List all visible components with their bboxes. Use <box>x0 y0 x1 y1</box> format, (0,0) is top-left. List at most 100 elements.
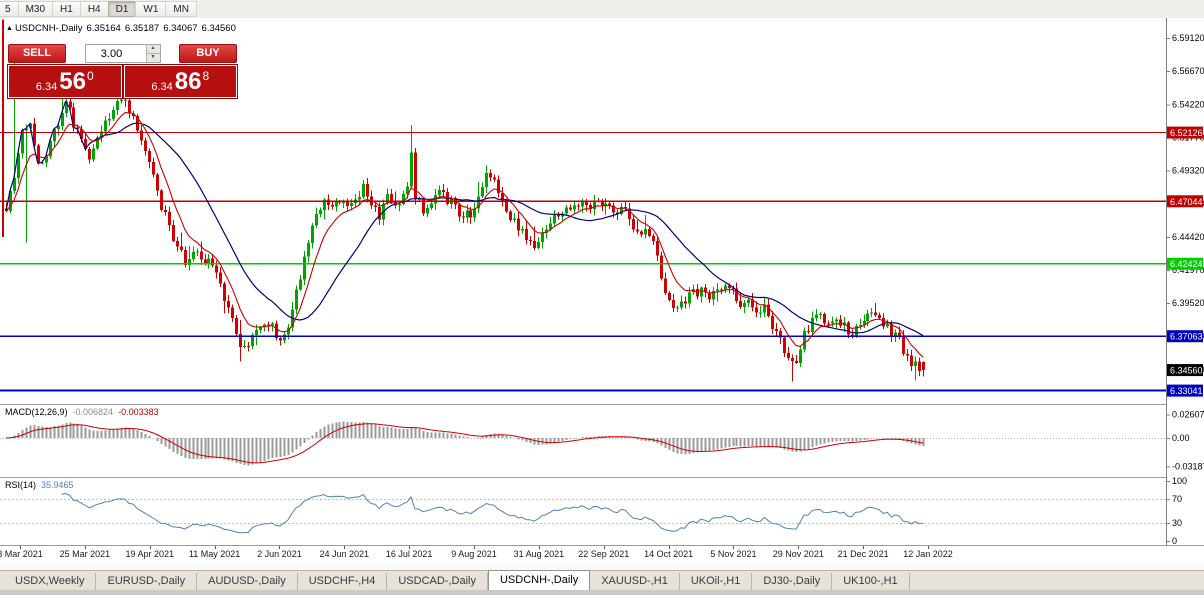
chart-tab-usdcad-daily[interactable]: USDCAD-,Daily <box>387 573 488 590</box>
timeframe-toolbar: 5 M30 H1 H4 D1 W1 MN <box>0 0 1204 19</box>
date-label: 24 Jun 2021 <box>319 549 370 559</box>
chart-tab-usdchf-h4[interactable]: USDCHF-,H4 <box>298 573 388 590</box>
timeframe-button-group: 5 M30 H1 H4 D1 W1 MN <box>0 1 197 17</box>
date-tick <box>409 546 411 549</box>
price-tick-label: 6.54220 <box>1172 99 1204 109</box>
date-tick <box>474 546 476 549</box>
date-tick <box>149 546 151 549</box>
timeframe-button-5[interactable]: 5 <box>0 1 18 17</box>
ma-slow-line <box>5 100 924 337</box>
price-tick-label: 6.59120 <box>1172 33 1204 43</box>
buy-price-superscript: 8 <box>202 69 210 83</box>
price-tick-label: 6.41970 <box>1172 265 1204 275</box>
date-tick <box>798 546 800 549</box>
volume-decrease-button[interactable]: ▼ <box>145 53 160 62</box>
sell-price-main: 56 <box>59 68 86 95</box>
level-price-badge: 6.52126 <box>1167 126 1203 139</box>
date-tick <box>84 546 86 549</box>
macd-tick-label: 0.00 <box>1172 433 1190 443</box>
rsi-indicator-pane[interactable]: 100 70 30 0 <box>0 477 1204 545</box>
chart-area[interactable]: 6.591206.566706.542206.517706.493206.468… <box>0 18 1204 562</box>
moving-averages <box>5 100 924 358</box>
chart-tab-usdcnh-daily[interactable]: USDCNH-,Daily <box>487 570 591 590</box>
ma-fast-line <box>5 112 924 358</box>
svg-text:6.52126: 6.52126 <box>1170 128 1203 138</box>
buy-button[interactable]: BUY <box>179 44 237 63</box>
chart-tab-uk100-h1[interactable]: UK100-,H1 <box>832 573 910 590</box>
date-label: 12 Jan 2022 <box>903 549 953 559</box>
timeframe-button-H1[interactable]: H1 <box>52 1 80 17</box>
chart-tab-eurusd-daily[interactable]: EURUSD-,Daily <box>96 573 198 590</box>
macd-histogram <box>9 421 925 466</box>
buy-price-display[interactable]: 6.34 86 8 <box>123 65 237 98</box>
date-tick <box>538 546 540 549</box>
timeframe-button-M30[interactable]: M30 <box>17 1 53 17</box>
date-tick <box>928 546 930 549</box>
level-price-badge: 6.33041 <box>1167 384 1203 397</box>
macd-tick-label: -0.03187 <box>1172 462 1204 472</box>
axis-background <box>1167 477 1204 545</box>
chart-ohlc-info: ▲ USDCNH-,Daily 6.35164 6.35187 6.34067 6.345… <box>6 23 240 34</box>
macd-label: MACD(12,26,9) -0.006824 -0.003383 <box>5 407 159 417</box>
date-axis[interactable]: 3 Mar 2021 25 Mar 2021 19 Apr 2021 11 May 2… <box>0 545 1204 562</box>
main-price-chart[interactable]: 6.591206.566706.542206.517706.493206.468… <box>0 18 1204 404</box>
macd-indicator-pane[interactable]: 0.02607 0.00 -0.03187 <box>0 404 1204 477</box>
axis-background <box>1167 404 1204 477</box>
macd-name: MACD(12,26,9) <box>5 407 68 417</box>
date-tick <box>214 546 216 549</box>
chart-symbol-label: USDCNH-,Daily <box>14 23 83 34</box>
price-tick-label: 6.44420 <box>1172 232 1204 242</box>
chart-tab-ukoil-h1[interactable]: UKOil-,H1 <box>680 573 753 590</box>
date-label: 25 Mar 2021 <box>59 549 111 559</box>
volume-input[interactable] <box>85 47 138 60</box>
current-price-badge: 6.34560 <box>1167 364 1203 377</box>
buy-price-prefix: 6.34 <box>151 81 173 93</box>
bottom-strip <box>0 590 1204 595</box>
trade-controls-row: SELL ▲ ▼ BUY <box>8 44 237 63</box>
ohlc-high: 6.35187 <box>124 23 160 34</box>
price-tick-label: 6.39520 <box>1172 298 1204 308</box>
macd-value: -0.006824 <box>72 407 114 417</box>
date-label: 3 Mar 2021 <box>0 549 43 559</box>
horizontal-level-lines[interactable] <box>0 131 1166 392</box>
level-price-badge: 6.37063 <box>1167 330 1203 343</box>
date-label: 31 Aug 2021 <box>513 549 565 559</box>
buy-price-main: 86 <box>174 68 202 95</box>
chart-tab-xauusd-h1[interactable]: XAUUSD-,H1 <box>590 573 680 590</box>
date-tick <box>344 546 346 549</box>
rsi-name: RSI(14) <box>5 480 37 490</box>
timeframe-button-H4[interactable]: H4 <box>79 1 108 17</box>
chart-tab-dj30-daily[interactable]: DJ30-,Daily <box>752 573 833 590</box>
date-tick <box>279 546 281 549</box>
date-tick <box>603 546 605 549</box>
sell-button[interactable]: SELL <box>8 44 66 63</box>
date-tick <box>668 546 670 549</box>
date-label: 2 Jun 2021 <box>257 549 302 559</box>
timeframe-button-MN[interactable]: MN <box>165 1 197 17</box>
chart-tab-usdx-weekly[interactable]: USDX,Weekly <box>4 573 97 590</box>
macd-signal-value: -0.003383 <box>118 407 159 417</box>
volume-increase-button[interactable]: ▲ <box>145 45 160 53</box>
date-tick <box>733 546 735 549</box>
rsi-value: 35.9465 <box>41 480 74 490</box>
volume-stepper[interactable]: ▲ ▼ <box>84 44 161 63</box>
svg-text:6.47044: 6.47044 <box>1170 197 1203 207</box>
timeframe-button-W1[interactable]: W1 <box>135 1 166 17</box>
ohlc-open: 6.35164 <box>86 23 121 34</box>
chart-tab-bar: USDX,Weekly EURUSD-,Daily AUDUSD-,Daily USD… <box>0 570 1204 590</box>
sell-price-superscript: 0 <box>86 69 94 83</box>
timeframe-button-D1[interactable]: D1 <box>107 1 136 17</box>
svg-text:6.42424: 6.42424 <box>1170 259 1203 269</box>
macd-signal-line <box>5 423 924 464</box>
trade-price-row: 6.34 56 0 6.34 86 8 <box>8 65 237 98</box>
date-label: 29 Nov 2021 <box>772 549 824 559</box>
svg-text:6.37063: 6.37063 <box>1170 332 1203 342</box>
status-strip <box>0 562 1204 570</box>
chart-tab-audusd-daily[interactable]: AUDUSD-,Daily <box>197 573 298 590</box>
rsi-tick-label: 100 <box>1172 477 1187 486</box>
date-label: 9 Aug 2021 <box>451 549 497 559</box>
date-label: 5 Nov 2021 <box>710 549 757 559</box>
sell-price-display[interactable]: 6.34 56 0 <box>8 65 122 98</box>
